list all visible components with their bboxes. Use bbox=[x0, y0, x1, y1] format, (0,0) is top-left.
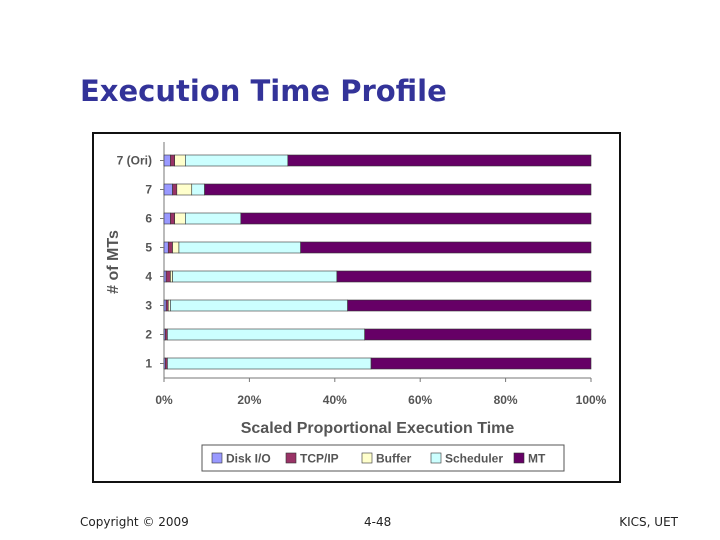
bar-segment bbox=[172, 241, 180, 254]
bar-segment bbox=[170, 212, 175, 225]
legend-label: Buffer bbox=[376, 452, 412, 466]
bar-segment bbox=[287, 154, 592, 167]
bar-segment bbox=[167, 241, 173, 254]
bar-segment bbox=[174, 212, 186, 225]
bar-segment bbox=[185, 212, 242, 225]
legend-box bbox=[201, 444, 565, 472]
bar-segment bbox=[176, 183, 193, 196]
legend-label: TCP/IP bbox=[300, 452, 339, 466]
bar-segment bbox=[163, 212, 171, 225]
bar-segment bbox=[163, 154, 171, 167]
x-tick-label: 100% bbox=[576, 393, 607, 407]
y-tick-label: 5 bbox=[145, 241, 152, 255]
bar-segment bbox=[204, 183, 592, 196]
y-tick-label: 7 bbox=[145, 183, 152, 197]
bar-segment bbox=[191, 183, 205, 196]
bar-segment bbox=[370, 357, 592, 370]
bar-segment bbox=[167, 299, 171, 312]
legend-label: MT bbox=[528, 452, 546, 466]
footer-copyright: Copyright © 2009 bbox=[80, 515, 189, 529]
legend-label: Disk I/O bbox=[226, 452, 271, 466]
bar-segment bbox=[336, 270, 592, 283]
legend-label: Scheduler bbox=[445, 452, 503, 466]
legend-swatch bbox=[513, 452, 525, 464]
bar-segment bbox=[174, 154, 186, 167]
bar-segment bbox=[164, 328, 168, 341]
bar-segment bbox=[164, 357, 168, 370]
bar-segment bbox=[163, 183, 173, 196]
x-tick-label: 60% bbox=[408, 393, 432, 407]
y-tick-label: 7 (Ori) bbox=[117, 154, 152, 168]
bar-segment bbox=[172, 183, 178, 196]
bar-segment bbox=[347, 299, 592, 312]
bar-segment bbox=[170, 299, 348, 312]
legend-swatch bbox=[211, 452, 223, 464]
bar-segment bbox=[240, 212, 592, 225]
y-tick-label: 4 bbox=[145, 270, 152, 284]
bar-segment bbox=[163, 241, 169, 254]
bar-segment bbox=[364, 328, 592, 341]
x-tick-label: 0% bbox=[155, 393, 173, 407]
x-axis-label: Scaled Proportional Execution Time bbox=[241, 420, 515, 437]
stacked-bar-chart: 7 (Ori) 7 6 5 4 3 2 1 0% 20% 40% 60% 80% 100% Scaled P… bbox=[105, 142, 607, 472]
x-tick-label: 80% bbox=[494, 393, 518, 407]
y-tick-label: 3 bbox=[145, 299, 152, 313]
y-tick-label: 2 bbox=[145, 328, 152, 342]
bar-segment bbox=[170, 270, 173, 283]
bar-segment bbox=[178, 241, 301, 254]
slide-title: Execution Time Profile bbox=[80, 74, 447, 108]
footer-page-number: 4-48 bbox=[364, 515, 392, 529]
bar-segment bbox=[167, 328, 365, 341]
y-axis-label: # of MTs bbox=[105, 230, 122, 294]
footer-organization: KICS, UET bbox=[619, 515, 678, 529]
legend-swatch bbox=[430, 452, 442, 464]
bar-segment bbox=[167, 357, 372, 370]
bar-segment bbox=[172, 270, 338, 283]
bar-segment bbox=[163, 270, 167, 283]
bar-segment bbox=[163, 299, 167, 312]
bar-segment bbox=[185, 154, 289, 167]
bar-segment bbox=[165, 270, 171, 283]
x-tick-label: 40% bbox=[323, 393, 347, 407]
bar-segment bbox=[300, 241, 592, 254]
legend-swatch bbox=[361, 452, 373, 464]
bar-segment bbox=[170, 154, 175, 167]
y-tick-label: 1 bbox=[145, 357, 152, 371]
x-tick-label: 20% bbox=[237, 393, 261, 407]
y-tick-label: 6 bbox=[145, 212, 152, 226]
bar-segment bbox=[165, 299, 169, 312]
legend-swatch bbox=[285, 452, 297, 464]
chart-frame: 7 (Ori) 7 6 5 4 3 2 1 0% 20% 40% 60% 80% 100% Scaled P… bbox=[92, 132, 621, 483]
